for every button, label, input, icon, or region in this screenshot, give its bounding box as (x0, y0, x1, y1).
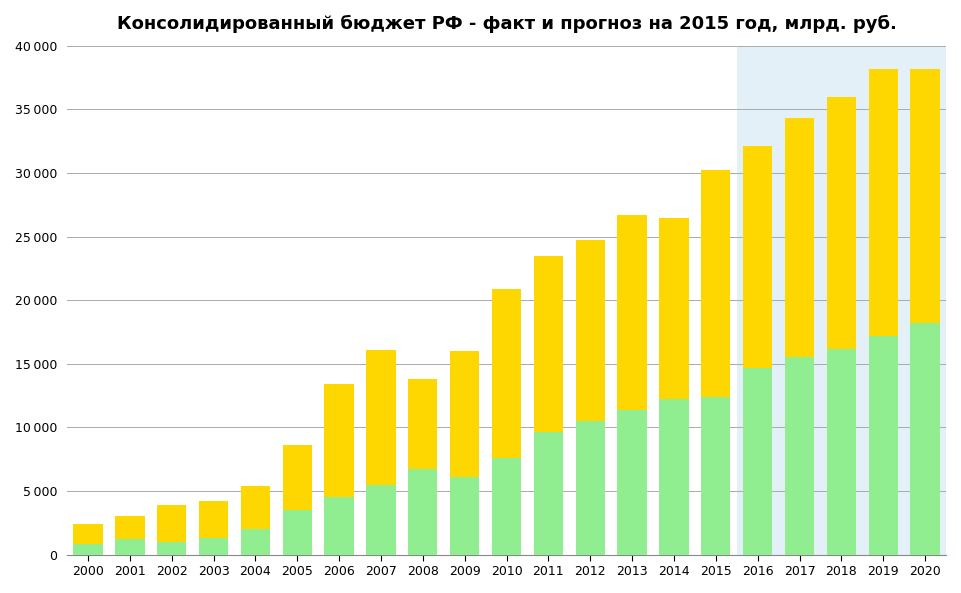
Bar (869, 69, 898, 336)
Bar (115, 539, 144, 554)
Bar (157, 505, 186, 542)
Bar (659, 400, 689, 554)
Bar (576, 240, 604, 421)
Bar (869, 336, 898, 554)
Bar (115, 517, 144, 539)
Bar (73, 544, 103, 554)
Bar (450, 477, 480, 554)
Bar (283, 445, 312, 510)
Bar (366, 484, 396, 554)
Bar (702, 170, 730, 397)
Bar (73, 524, 103, 544)
Bar (450, 351, 480, 477)
Bar (910, 69, 940, 323)
Bar (199, 538, 228, 554)
Bar (743, 368, 773, 554)
Bar (618, 215, 647, 410)
Bar (241, 529, 270, 554)
Bar (199, 501, 228, 538)
Bar (366, 350, 396, 484)
Bar (492, 458, 521, 554)
Bar (743, 146, 773, 368)
Bar (910, 323, 940, 554)
Bar (826, 349, 856, 554)
Bar (737, 46, 946, 554)
Bar (785, 358, 814, 554)
Bar (283, 510, 312, 554)
Bar (618, 410, 647, 554)
Bar (157, 542, 186, 554)
Title: Консолидированный бюджет РФ - факт и прогноз на 2015 год, млрд. руб.: Консолидированный бюджет РФ - факт и про… (116, 15, 897, 33)
Bar (325, 498, 354, 554)
Bar (408, 470, 437, 554)
Bar (325, 384, 354, 498)
Bar (785, 119, 814, 358)
Bar (533, 256, 563, 432)
Bar (659, 218, 689, 400)
Bar (408, 379, 437, 470)
Bar (533, 432, 563, 554)
Bar (241, 486, 270, 529)
Bar (492, 289, 521, 458)
Bar (576, 421, 604, 554)
Bar (826, 97, 856, 349)
Bar (702, 397, 730, 554)
